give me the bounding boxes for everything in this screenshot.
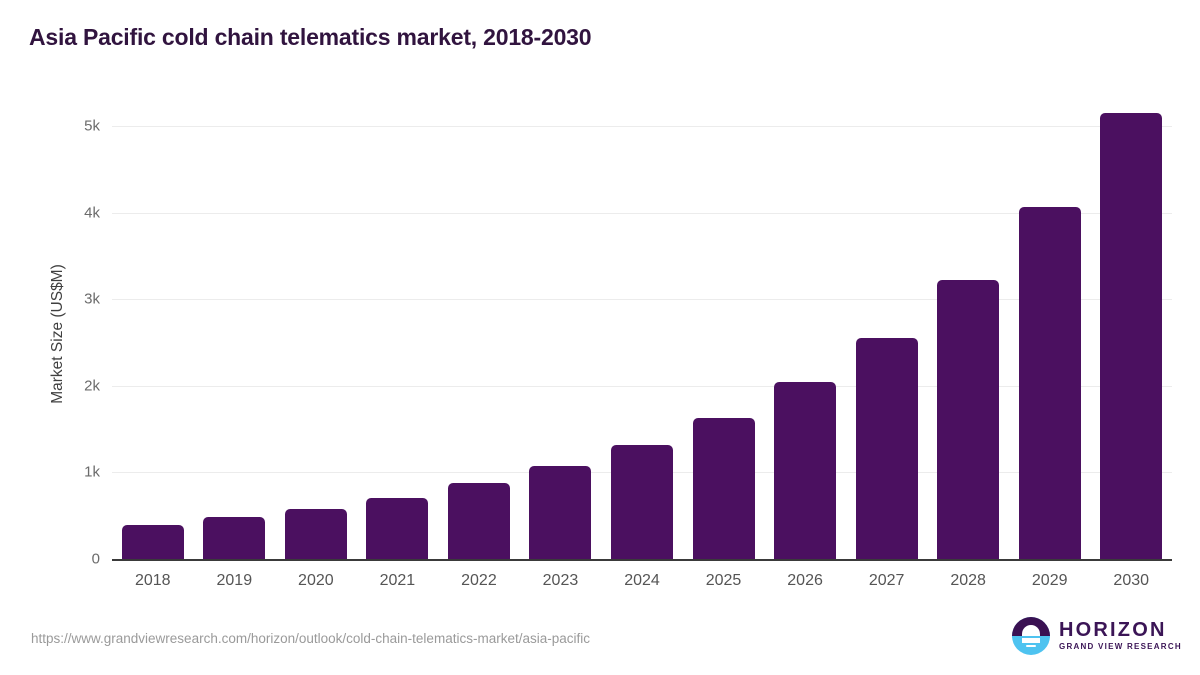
x-axis-tick-labels: 2018 2019 2020 2021 2022 2023 2024 2025 2026 2027… xyxy=(112,572,1172,602)
x-axis-tick-label-2020: 2020 xyxy=(298,572,334,589)
horizon-logo[interactable]: HORIZON GRAND VIEW RESEARCH xyxy=(1012,617,1182,655)
x-axis-tick-label-2022: 2022 xyxy=(461,572,497,589)
gridline xyxy=(112,299,1172,301)
x-axis-line xyxy=(112,559,1172,561)
bar-2025[interactable] xyxy=(692,417,755,559)
y-axis-tick-label: 3k xyxy=(84,290,100,308)
bar-2019[interactable] xyxy=(203,516,266,559)
y-axis-tick-label: 5k xyxy=(84,117,100,135)
bar-2022[interactable] xyxy=(447,483,510,559)
x-axis-tick-label-2018: 2018 xyxy=(134,572,171,589)
bar-series xyxy=(112,0,1172,675)
logo-text: HORIZON GRAND VIEW RESEARCH xyxy=(1059,618,1182,653)
bar-2026[interactable] xyxy=(774,381,837,559)
bar-2027[interactable] xyxy=(855,338,918,559)
x-axis-tick-label-2029: 2029 xyxy=(1031,572,1068,589)
source-url[interactable]: https://www.grandviewresearch.com/horizo… xyxy=(31,631,590,646)
bar-2021[interactable] xyxy=(366,498,429,559)
x-axis-tick-label-2028: 2028 xyxy=(950,572,986,589)
y-axis-tick-labels: 0 1k 2k 3k 4k 5k xyxy=(58,0,100,675)
bar-2028[interactable] xyxy=(937,280,1000,559)
y-axis-tick-label: 1k xyxy=(84,463,100,481)
gridline xyxy=(112,385,1172,387)
bar-2023[interactable] xyxy=(529,466,592,559)
x-axis-tick-label-2024: 2024 xyxy=(624,572,660,589)
logo-tagline: GRAND VIEW RESEARCH xyxy=(1059,641,1182,651)
bar-2029[interactable] xyxy=(1018,207,1081,559)
footer-divider xyxy=(0,606,1200,607)
y-axis-tick-label: 2k xyxy=(84,377,100,395)
x-axis-tick-label-2025: 2025 xyxy=(705,572,742,589)
page-title: Asia Pacific cold chain telematics marke… xyxy=(29,24,592,50)
x-axis-tick-label-2021: 2021 xyxy=(379,572,416,589)
x-axis-tick-label-2026: 2026 xyxy=(787,572,823,589)
gridline xyxy=(112,126,1172,127)
x-axis-tick-label-2023: 2023 xyxy=(542,572,579,589)
horizon-sun-icon xyxy=(1012,617,1050,655)
y-axis-tick-label: 0 xyxy=(91,550,100,568)
logo-wordmark: HORIZON xyxy=(1059,618,1167,641)
bar-2024[interactable] xyxy=(611,444,673,559)
bar-2030[interactable] xyxy=(1100,113,1163,559)
x-axis-tick-label-2027: 2027 xyxy=(868,572,905,589)
y-axis-tick-label: 4k xyxy=(84,204,100,222)
bar-2020[interactable] xyxy=(284,509,347,559)
x-axis-tick-label-2019: 2019 xyxy=(216,572,253,589)
x-axis-tick-label-2030: 2030 xyxy=(1113,572,1150,589)
bar-2018[interactable] xyxy=(121,525,184,559)
gridline xyxy=(112,212,1172,214)
